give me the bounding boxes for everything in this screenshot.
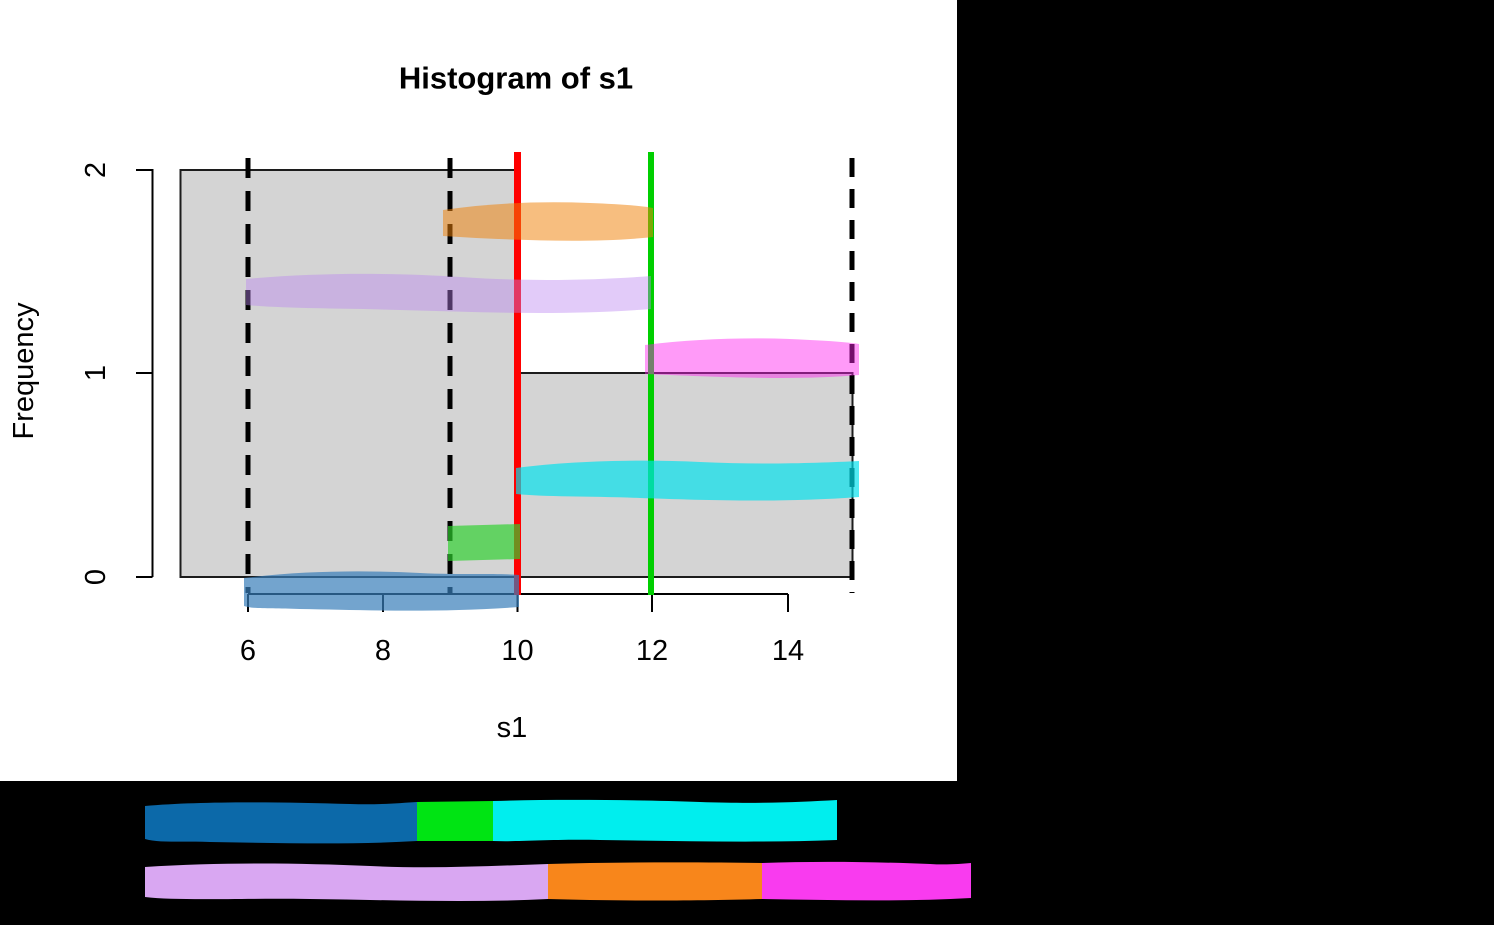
legend-stroke-cyan xyxy=(493,799,837,842)
legend-stroke-lavender xyxy=(145,863,548,902)
y-tick-label-1: 1 xyxy=(80,365,112,381)
x-axis-label: s1 xyxy=(497,712,528,744)
legend-stroke-dark-blue xyxy=(145,802,417,844)
histogram-bar-5-10 xyxy=(179,169,519,578)
x-tick-label-10: 10 xyxy=(501,635,533,667)
legend-stroke-green xyxy=(417,801,493,841)
x-tick-label-6: 6 xyxy=(240,635,256,667)
lavender-highlight xyxy=(246,273,651,313)
cyan-highlight xyxy=(516,460,859,501)
y-tick-label-0: 0 xyxy=(80,569,112,585)
legend-stroke-orange xyxy=(548,862,762,901)
green-highlight xyxy=(448,524,520,561)
x-tick-label-8: 8 xyxy=(375,635,391,667)
magenta-highlight xyxy=(645,338,859,378)
plot-title: Histogram of s1 xyxy=(399,61,633,96)
x-tick-label-14: 14 xyxy=(772,635,804,667)
legend-stroke-magenta xyxy=(762,861,971,901)
y-tick-label-2: 2 xyxy=(80,162,112,178)
x-tick-label-12: 12 xyxy=(636,635,668,667)
orange-highlight xyxy=(443,202,653,241)
y-axis-label: Frequency xyxy=(8,302,40,440)
blue-highlight xyxy=(244,571,519,611)
